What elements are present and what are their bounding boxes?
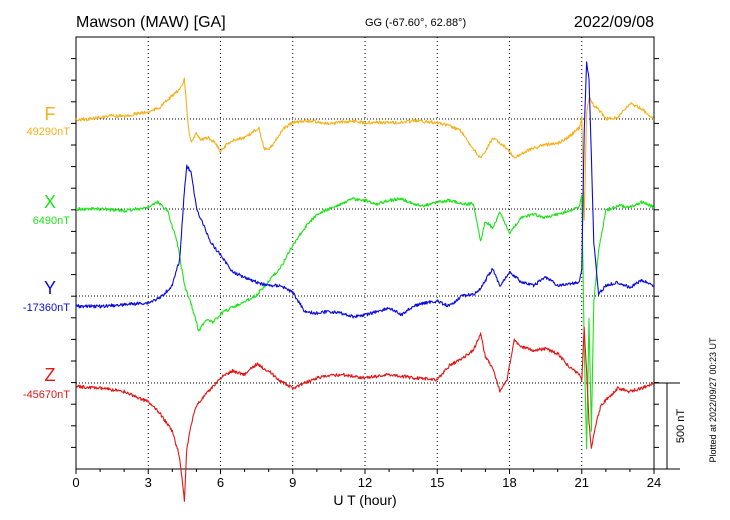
scale-bar-label: 500 nT: [675, 409, 687, 444]
trace-y: [75, 61, 655, 319]
series-baseline-z: -45670nT: [23, 389, 70, 401]
series-baseline-y: -17360nT: [23, 302, 70, 314]
trace-z: [75, 326, 655, 502]
x-axis-label: U T (hour): [333, 492, 396, 508]
date-label: 2022/09/08: [574, 14, 654, 31]
series-name-x: X: [44, 192, 56, 212]
x-tick-label-21: 21: [575, 475, 589, 490]
x-tick-label-6: 6: [217, 475, 224, 490]
x-tick-label-18: 18: [502, 475, 516, 490]
baseline-lines: [76, 118, 654, 384]
x-axis-ticks: 0 3 6 9 12 15 18 21 24: [71, 58, 661, 490]
x-tick-label-15: 15: [430, 475, 444, 490]
series-baseline-f: 49290nT: [27, 126, 71, 138]
coordinates-label: GG (-67.60°, 62.88°): [365, 17, 466, 29]
x-tick-label-0: 0: [72, 475, 79, 490]
x-tick-label-3: 3: [145, 475, 152, 490]
station-title: Mawson (MAW) [GA]: [76, 14, 226, 31]
plotted-at-note: Plotted at 2022/09/27 00:23 UT: [708, 337, 718, 463]
x-tick-label-9: 9: [289, 475, 296, 490]
series-name-z: Z: [45, 365, 56, 385]
series-baseline-x: 6490nT: [33, 215, 71, 227]
grid-lines: [147, 37, 583, 469]
trace-f: [75, 77, 655, 221]
series-traces: [75, 61, 655, 502]
x-tick-label-24: 24: [647, 475, 661, 490]
series-labels: F 49290nT X 6490nT Y -17360nT Z -45670nT: [23, 104, 70, 401]
x-tick-label-12: 12: [358, 475, 372, 490]
scale-bar: 500 nT: [654, 382, 687, 470]
series-name-f: F: [45, 104, 56, 124]
trace-x: [75, 194, 655, 450]
series-name-y: Y: [44, 278, 56, 298]
